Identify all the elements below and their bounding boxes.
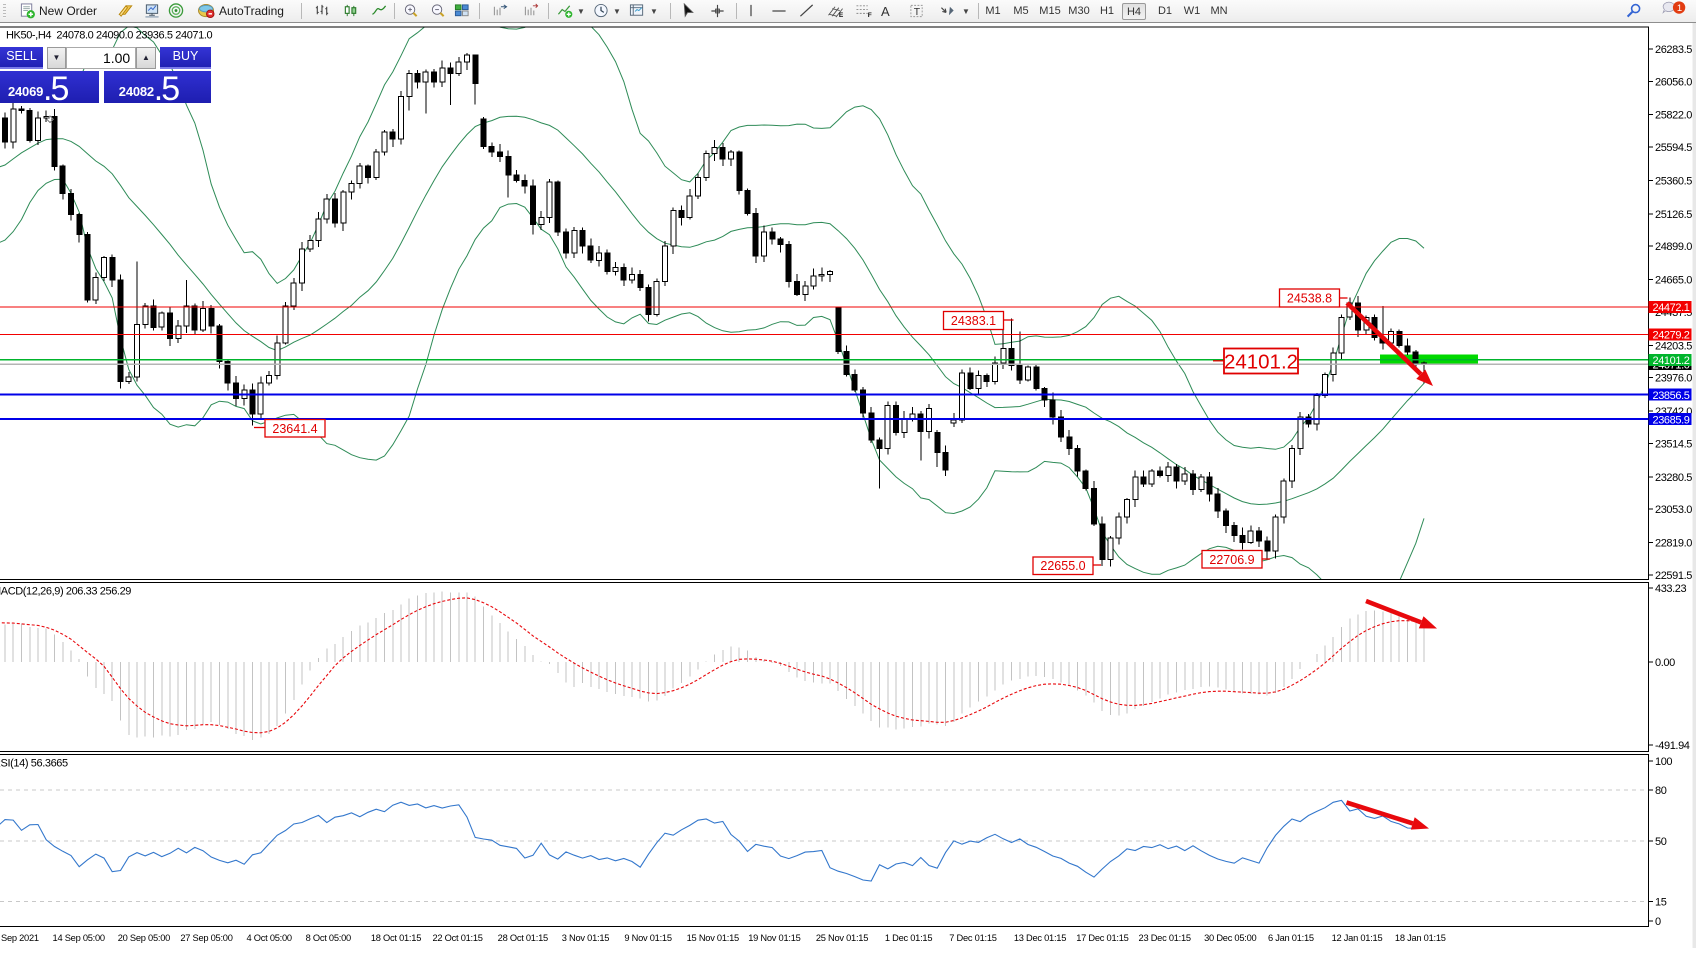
svg-text:25360.5: 25360.5 bbox=[1655, 175, 1692, 187]
svg-text:24101.2: 24101.2 bbox=[1224, 350, 1298, 373]
svg-text:100: 100 bbox=[1655, 756, 1672, 768]
svg-text:22 Oct 01:15: 22 Oct 01:15 bbox=[432, 933, 482, 943]
svg-text:RSI(14) 56.3665: RSI(14) 56.3665 bbox=[0, 758, 68, 770]
svg-text:7 Dec 01:15: 7 Dec 01:15 bbox=[949, 933, 996, 943]
svg-text:25822.0: 25822.0 bbox=[1655, 110, 1692, 122]
svg-text:4 Oct 05:00: 4 Oct 05:00 bbox=[247, 933, 292, 943]
svg-text:24101.2: 24101.2 bbox=[1653, 355, 1690, 367]
svg-text:24203.5: 24203.5 bbox=[1655, 340, 1692, 352]
svg-text:22706.9: 22706.9 bbox=[1209, 553, 1254, 567]
svg-text:Sep 2021: Sep 2021 bbox=[1, 933, 39, 943]
svg-text:23280.5: 23280.5 bbox=[1655, 472, 1692, 484]
svg-text:12 Jan 01:15: 12 Jan 01:15 bbox=[1332, 933, 1383, 943]
svg-text:1 Dec 01:15: 1 Dec 01:15 bbox=[885, 933, 932, 943]
svg-text:20 Sep 05:00: 20 Sep 05:00 bbox=[118, 933, 170, 943]
svg-text:0.00: 0.00 bbox=[1655, 657, 1675, 669]
svg-text:24279.2: 24279.2 bbox=[1653, 330, 1690, 342]
svg-text:15 Nov 01:15: 15 Nov 01:15 bbox=[687, 933, 739, 943]
svg-text:80: 80 bbox=[1655, 785, 1667, 797]
svg-text:22655.0: 22655.0 bbox=[1040, 559, 1085, 573]
svg-text:28 Oct 01:15: 28 Oct 01:15 bbox=[498, 933, 548, 943]
svg-text:24538.8: 24538.8 bbox=[1287, 292, 1332, 306]
svg-text:F: F bbox=[868, 12, 872, 19]
svg-text:1: 1 bbox=[1677, 3, 1682, 14]
svg-text:50: 50 bbox=[1655, 836, 1667, 848]
svg-text:13 Dec 01:15: 13 Dec 01:15 bbox=[1014, 933, 1066, 943]
svg-text:26283.5: 26283.5 bbox=[1655, 44, 1692, 56]
svg-text:23856.5: 23856.5 bbox=[1653, 390, 1690, 402]
svg-text:MACD(12,26,9) 206.33 256.29: MACD(12,26,9) 206.33 256.29 bbox=[0, 586, 131, 598]
svg-text:25126.5: 25126.5 bbox=[1655, 209, 1692, 221]
svg-text:433.23: 433.23 bbox=[1655, 583, 1687, 595]
svg-text:23514.5: 23514.5 bbox=[1655, 439, 1692, 451]
svg-text:24665.0: 24665.0 bbox=[1655, 275, 1692, 287]
svg-text:8 Oct 05:00: 8 Oct 05:00 bbox=[306, 933, 351, 943]
svg-text:3 Nov 01:15: 3 Nov 01:15 bbox=[562, 933, 609, 943]
svg-text:22591.5: 22591.5 bbox=[1655, 570, 1692, 582]
svg-text:25594.5: 25594.5 bbox=[1655, 142, 1692, 154]
svg-text:17 Dec 01:15: 17 Dec 01:15 bbox=[1076, 933, 1128, 943]
svg-text:26056.0: 26056.0 bbox=[1655, 76, 1692, 88]
svg-text:25 Nov 01:15: 25 Nov 01:15 bbox=[816, 933, 868, 943]
svg-text:T: T bbox=[914, 7, 921, 18]
svg-text:23685.9: 23685.9 bbox=[1653, 414, 1690, 426]
svg-text:24383.1: 24383.1 bbox=[951, 314, 996, 328]
svg-text:15: 15 bbox=[1655, 897, 1667, 909]
svg-text:9 Nov 01:15: 9 Nov 01:15 bbox=[624, 933, 671, 943]
svg-text:E: E bbox=[839, 12, 844, 19]
svg-text:24472.1: 24472.1 bbox=[1653, 302, 1690, 314]
svg-text:6 Jan 01:15: 6 Jan 01:15 bbox=[1268, 933, 1314, 943]
svg-text:18 Oct 01:15: 18 Oct 01:15 bbox=[371, 933, 421, 943]
svg-text:23 Dec 01:15: 23 Dec 01:15 bbox=[1139, 933, 1191, 943]
svg-text:30 Dec 05:00: 30 Dec 05:00 bbox=[1204, 933, 1256, 943]
svg-text:-491.94: -491.94 bbox=[1655, 740, 1690, 752]
svg-text:18 Jan 01:15: 18 Jan 01:15 bbox=[1395, 933, 1446, 943]
svg-text:19 Nov 01:15: 19 Nov 01:15 bbox=[748, 933, 800, 943]
svg-text:24899.0: 24899.0 bbox=[1655, 241, 1692, 253]
svg-text:0: 0 bbox=[1655, 916, 1661, 928]
svg-text:HK50-,H4 24078.0 24090.0 2393: HK50-,H4 24078.0 24090.0 23936.5 24071.0 bbox=[6, 30, 213, 42]
svg-text:14 Sep 05:00: 14 Sep 05:00 bbox=[53, 933, 105, 943]
svg-text:23641.4: 23641.4 bbox=[272, 422, 317, 436]
svg-text:27 Sep 05:00: 27 Sep 05:00 bbox=[180, 933, 232, 943]
svg-text:22819.0: 22819.0 bbox=[1655, 538, 1692, 550]
svg-text:23976.0: 23976.0 bbox=[1655, 373, 1692, 385]
svg-text:23053.0: 23053.0 bbox=[1655, 504, 1692, 516]
